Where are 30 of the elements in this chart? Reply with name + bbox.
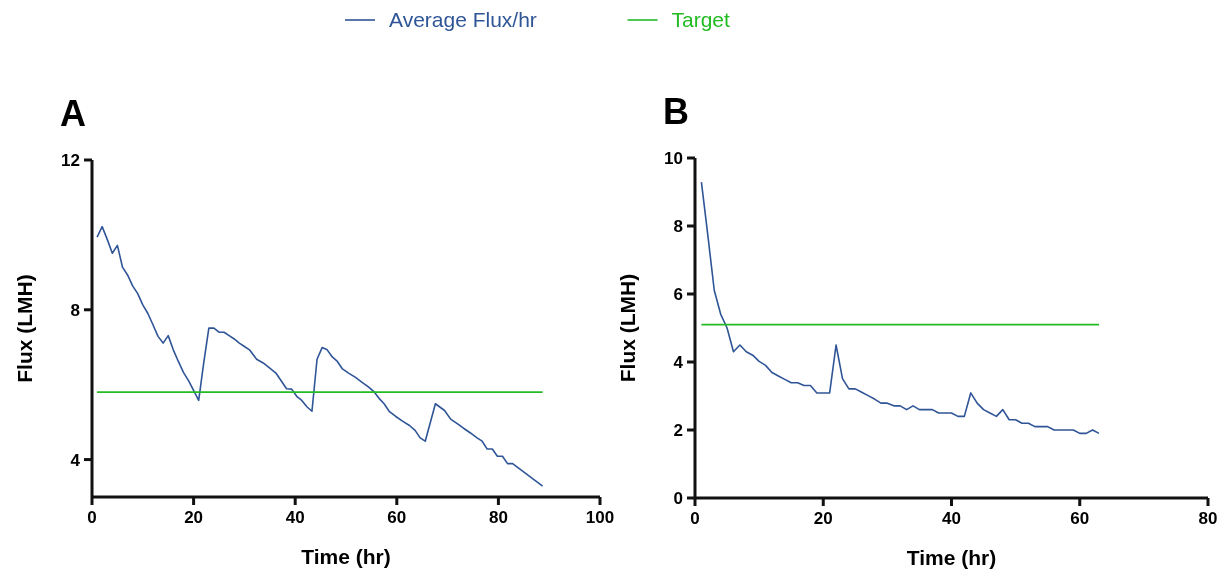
chart-title: B bbox=[663, 91, 689, 132]
y-tick-label: 4 bbox=[70, 450, 81, 470]
y-tick-label: 4 bbox=[673, 353, 684, 372]
x-tick-label: 20 bbox=[184, 508, 204, 527]
y-tick-label: 2 bbox=[673, 421, 683, 440]
y-tick-label: 10 bbox=[664, 149, 683, 168]
x-tick-label: 60 bbox=[1070, 509, 1090, 528]
x-tick-label: 0 bbox=[690, 509, 700, 528]
x-tick-label: 60 bbox=[387, 508, 407, 527]
y-tick-label: 8 bbox=[70, 300, 80, 320]
y-axis-title: Flux (LMH) bbox=[13, 274, 36, 383]
y-tick-label: 6 bbox=[673, 285, 683, 304]
line-series bbox=[96, 225, 544, 487]
y-tick-label: 12 bbox=[61, 151, 80, 170]
y-axis-title: Flux (LMH) bbox=[616, 273, 639, 383]
y-tick-label: 0 bbox=[673, 489, 683, 508]
x-tick-label: 80 bbox=[1198, 509, 1218, 528]
chart-title: A bbox=[60, 93, 86, 134]
line-series bbox=[700, 181, 1100, 435]
x-tick-label: 40 bbox=[942, 509, 961, 528]
x-axis-title: Time (hr) bbox=[906, 546, 997, 569]
x-axis-title: Time (hr) bbox=[301, 545, 391, 568]
x-tick-label: 100 bbox=[585, 508, 615, 527]
y-tick-label: 8 bbox=[673, 217, 683, 236]
x-tick-label: 40 bbox=[285, 508, 305, 527]
legend-label: Target bbox=[671, 8, 731, 31]
x-tick-label: 80 bbox=[488, 508, 508, 527]
legend-label: Average Flux/hr bbox=[389, 8, 537, 31]
x-tick-label: 20 bbox=[813, 509, 833, 528]
x-tick-label: 0 bbox=[87, 508, 97, 527]
